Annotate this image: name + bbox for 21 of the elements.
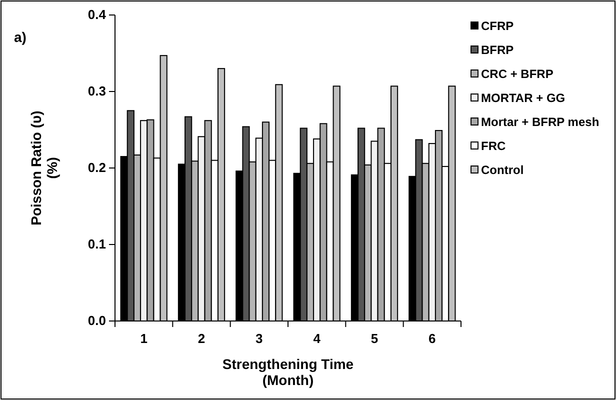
y-tick-label: 0.3 (88, 84, 106, 99)
legend-label: Mortar + BFRP mesh (481, 115, 600, 129)
legend-label: CRC + BFRP (481, 67, 554, 81)
y-tick-label: 0.0 (88, 313, 106, 328)
legend-label: FRC (481, 139, 506, 153)
text: a) (14, 29, 26, 45)
legend-label: Control (481, 163, 524, 177)
x-tick-label: 2 (198, 331, 206, 346)
y-tick-label: 0.4 (88, 7, 107, 22)
x-tick-label: 6 (428, 331, 436, 346)
x-tick-label: 4 (313, 331, 322, 346)
x-tick-label: 5 (370, 331, 378, 346)
y-axis-title: Poisson Ratio (υ) (%) (28, 110, 60, 226)
x-axis-title: Strengthening Time (Month) (222, 356, 354, 388)
x-tick-label: 1 (140, 331, 148, 346)
legend-label: BFRP (481, 43, 514, 57)
legend-label: MORTAR + GG (481, 91, 566, 105)
x-tick-label: 3 (256, 331, 263, 346)
legend-label: CFRP (481, 19, 514, 33)
y-tick-label: 0.1 (88, 236, 106, 252)
y-tick-label: 0.2 (88, 160, 106, 176)
